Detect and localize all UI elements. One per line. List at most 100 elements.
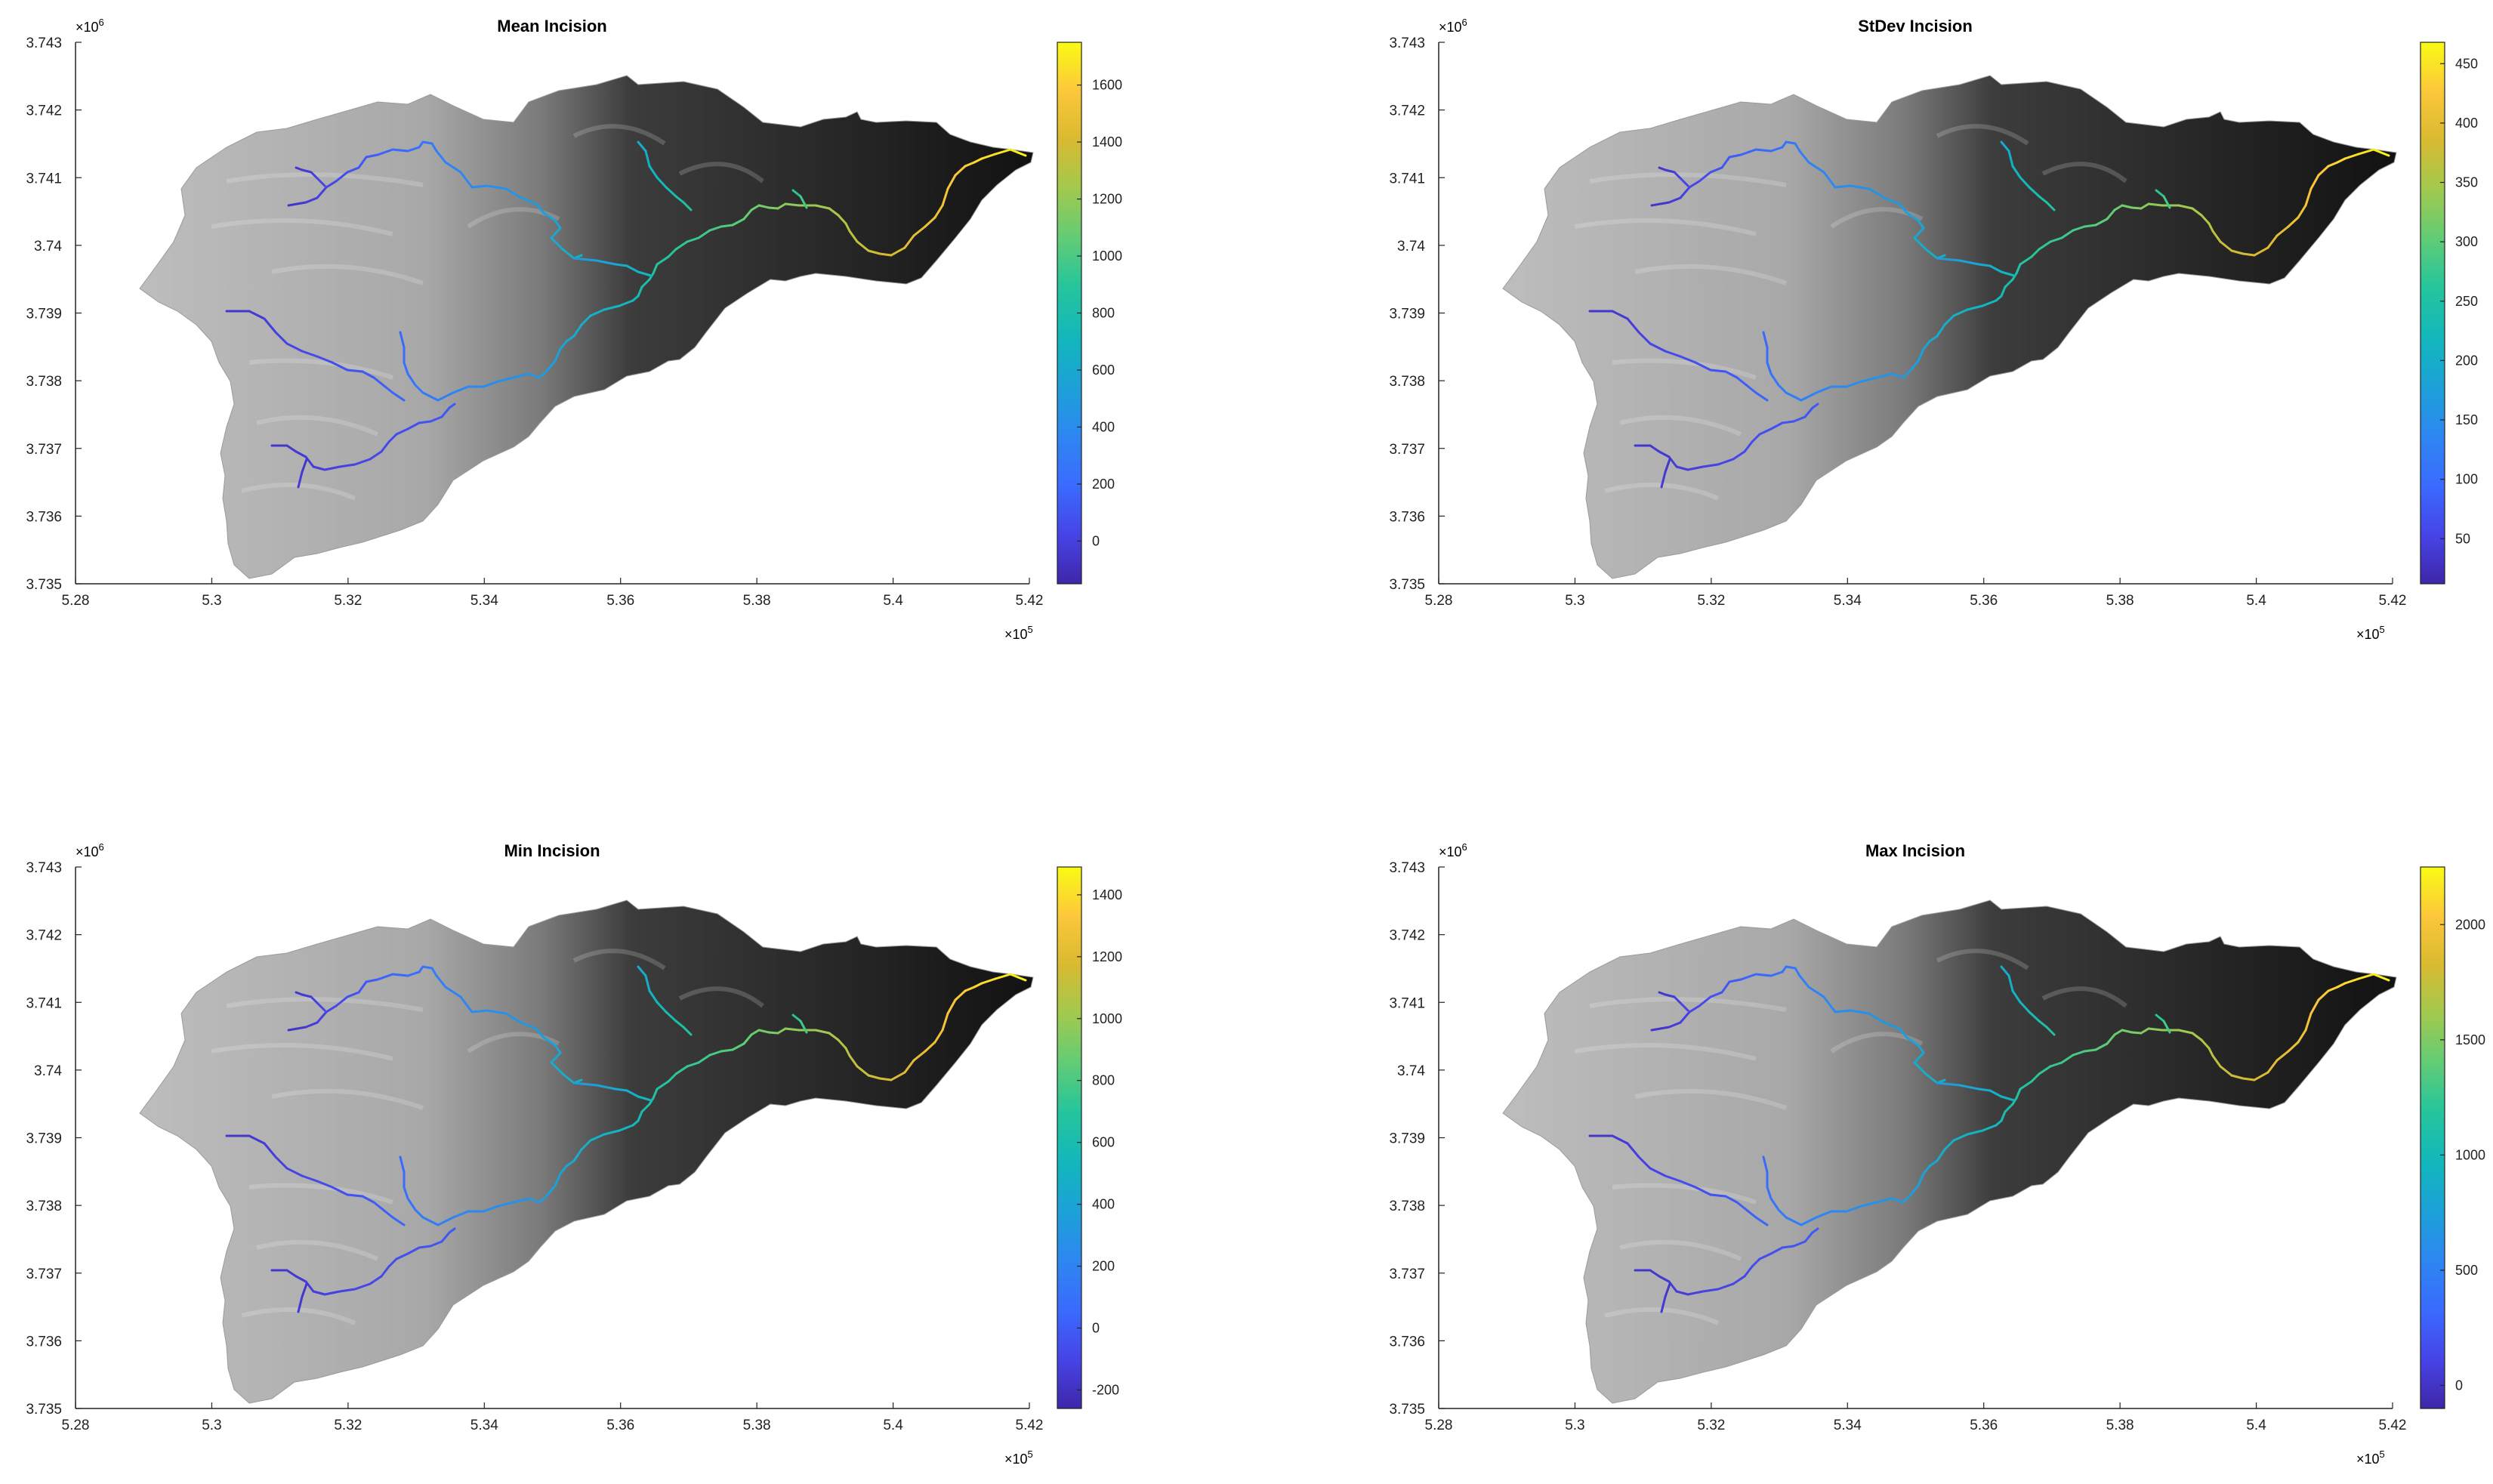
x-tick-label: 5.4 [2246, 593, 2266, 609]
colorbar-tick-label: 400 [2455, 116, 2478, 131]
river-segment [1794, 967, 1801, 977]
river-segment [448, 1227, 456, 1234]
river-segment [406, 146, 421, 153]
river-segment [791, 1014, 802, 1023]
colorbar-tick-label: 1200 [1092, 192, 1122, 207]
river-segment [1766, 361, 1773, 375]
terrain-ridge [1830, 207, 1924, 229]
terrain-ridge [248, 1183, 393, 1205]
river-segment [941, 187, 949, 207]
x-tick-label: 5.42 [2379, 1418, 2407, 1433]
river-segment [644, 974, 651, 992]
river-segment [1977, 263, 1992, 267]
river-segment [421, 1216, 440, 1226]
river-segment [2083, 224, 2097, 228]
y-tick-label: 3.741 [1389, 995, 1425, 1011]
x-axis: 5.28 5.3 5.32 5.34 5.36 5.38 5.4 5.42 [62, 1402, 1043, 1433]
colorbar-tick-label: 50 [2455, 531, 2470, 546]
river-segment [312, 465, 326, 471]
river-segment [1769, 1246, 1784, 1255]
river-segment [323, 1290, 341, 1296]
river-segment [550, 1061, 564, 1075]
river-segment [867, 1074, 881, 1080]
terrain-ridge [2041, 162, 2127, 184]
river-segment [2004, 278, 2014, 288]
river-segment [640, 278, 651, 288]
river-segment [1898, 202, 1908, 214]
river-segment [331, 361, 349, 372]
river-segment [656, 1080, 670, 1091]
river-segment [2304, 1012, 2313, 1032]
river-segment [301, 1282, 308, 1298]
river-segment [750, 204, 761, 211]
river-segment [559, 1165, 568, 1175]
colorbar-tick-label: 800 [1092, 1073, 1115, 1088]
river-segment [2162, 1020, 2171, 1034]
river-segment [580, 314, 592, 326]
river-segment [1698, 995, 1712, 1007]
river-segment [2038, 1065, 2052, 1075]
river-segment [1649, 1167, 1667, 1177]
river-segment [497, 376, 515, 383]
terrain-ridge [1612, 1183, 1757, 1205]
river-segment [2253, 246, 2269, 257]
river-segment [980, 153, 997, 160]
river-segment [1943, 314, 1955, 326]
river-segment [731, 218, 745, 227]
river-segment [1845, 1205, 1863, 1213]
river-segment [2140, 1027, 2150, 1035]
river-segment [2030, 1072, 2041, 1083]
river-segment [2019, 1080, 2033, 1091]
river-segment [595, 1084, 617, 1091]
x-tick-label: 5.38 [2106, 1418, 2134, 1433]
x-tick-label: 5.3 [1565, 593, 1584, 609]
river-segment [1777, 1208, 1788, 1219]
river-segment [954, 165, 967, 177]
river-segment [2019, 176, 2031, 189]
y-tick-label: 3.737 [26, 1266, 62, 1282]
river-segment [1943, 1139, 1955, 1151]
river-segment [1009, 973, 1020, 979]
river-segment [637, 965, 647, 977]
y-tick-label: 3.735 [1389, 1402, 1425, 1418]
river-segment [497, 1201, 515, 1208]
terrain-ridge [1604, 1307, 1720, 1325]
colorbar-tick-label: 2000 [2455, 917, 2485, 932]
river-segment [2357, 973, 2375, 980]
river-segment [1664, 993, 1676, 998]
river-segment [1868, 187, 1886, 199]
river-segment [1989, 264, 2003, 273]
colorbar-tick-label: 350 [2455, 175, 2478, 190]
river-segment [644, 150, 651, 168]
river-segment [353, 1282, 372, 1291]
x-tick-label: 5.36 [1970, 1418, 1998, 1433]
river-segment [1800, 391, 1818, 402]
river-segment [1688, 180, 1701, 189]
river-segment [565, 1159, 575, 1168]
x-tick-label: 5.32 [334, 593, 362, 609]
river-segment [1679, 355, 1697, 364]
colorbar-tick-label: 1600 [1092, 78, 1122, 93]
river-segment [1798, 974, 1810, 989]
river-segment [444, 986, 462, 998]
river-segment [2147, 202, 2164, 207]
river-segment [1637, 331, 1652, 345]
x-tick-label: 5.28 [62, 1418, 90, 1433]
river-segment [1658, 1275, 1671, 1283]
river-segment [2000, 1095, 2016, 1102]
terrain-ridge [226, 172, 424, 187]
river-segment [656, 255, 670, 266]
river-segment [421, 965, 433, 970]
river-segment [520, 1021, 538, 1030]
river-segment [2011, 165, 2022, 179]
river-segment [2380, 151, 2390, 157]
river-segment [674, 195, 685, 204]
river-segment [248, 1134, 266, 1145]
y-tick-label: 3.738 [26, 374, 62, 390]
river-segment [1686, 1290, 1705, 1296]
river-segment [665, 1010, 677, 1023]
river-segment [512, 372, 530, 379]
x-tick-label: 5.34 [471, 1418, 498, 1433]
map-area [139, 75, 1034, 579]
y-tick-label: 3.736 [26, 509, 62, 525]
